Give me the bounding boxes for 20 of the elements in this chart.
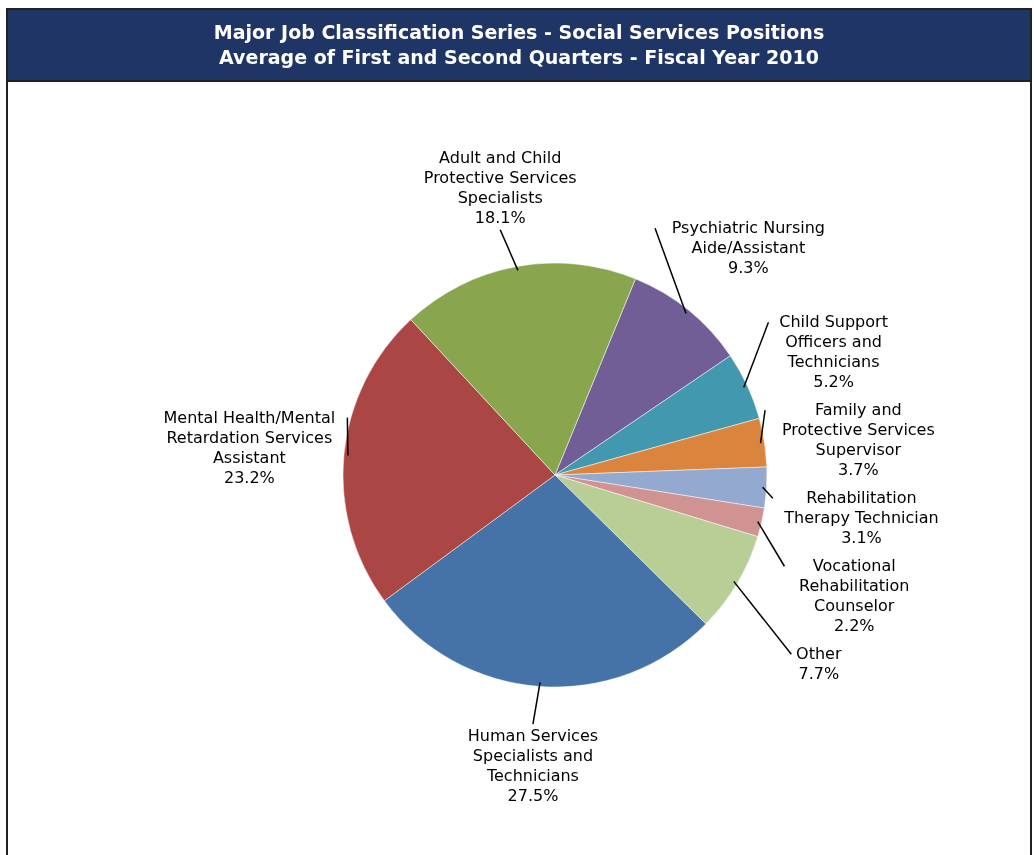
slice-label: Rehabilitation Therapy Technician <box>783 488 939 528</box>
slice-label: Psychiatric Nursing Aide/Assistant <box>671 218 826 258</box>
slice-label: Mental Health/Mental Retardation Services Assistant <box>163 407 336 467</box>
chart-title: Major Job Classification Series - Social Services Positions <box>212 20 826 45</box>
data-label: 3.1% <box>841 528 882 548</box>
data-label: 3.7% <box>838 460 879 480</box>
slice-label: Adult and Child Protective Services Specialists <box>423 147 577 207</box>
slice-label: Family and Protective Services Supervisor <box>781 400 935 460</box>
data-label: 23.2% <box>223 467 275 487</box>
slice-label: Vocational Rehabilitation Counselor <box>799 556 910 616</box>
data-label: 2.2% <box>833 616 875 636</box>
slice-label: Other <box>796 644 842 664</box>
data-label: 9.3% <box>728 258 769 278</box>
slice-label: Child Support Officers and Technicians <box>779 312 888 372</box>
data-label: 5.2% <box>813 372 854 392</box>
data-label: 18.1% <box>474 207 526 227</box>
slice-label: Human Services Specialists and Technicians <box>467 726 599 786</box>
chart-subtitle: Average of First and Second Quarters - Fiscal Year 2010 <box>218 45 820 70</box>
data-label: 7.7% <box>798 664 840 684</box>
data-label: 27.5% <box>507 786 559 806</box>
